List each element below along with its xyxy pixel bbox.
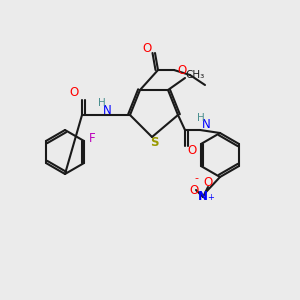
Text: O: O (177, 64, 187, 76)
Text: O: O (69, 86, 79, 100)
Text: N: N (103, 103, 111, 116)
Text: N: N (198, 190, 208, 203)
Text: O: O (142, 41, 152, 55)
Text: O: O (189, 184, 199, 196)
Text: +: + (208, 193, 214, 202)
Text: F: F (89, 131, 95, 145)
Text: H: H (197, 113, 205, 123)
Text: O: O (188, 145, 196, 158)
Text: O: O (203, 176, 213, 190)
Text: H: H (98, 98, 106, 108)
Text: S: S (150, 136, 158, 148)
Text: CH₃: CH₃ (185, 70, 205, 80)
Text: N: N (202, 118, 210, 131)
Text: -: - (194, 173, 198, 183)
